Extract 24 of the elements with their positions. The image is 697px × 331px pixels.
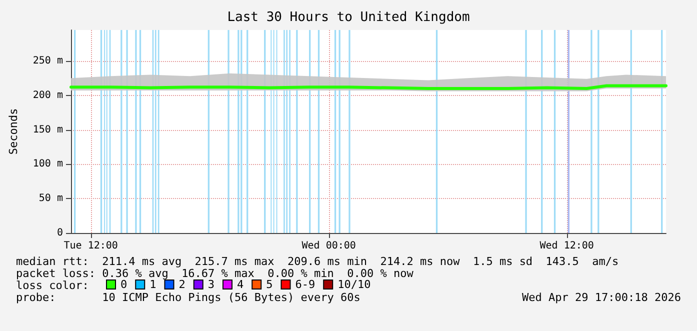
text: probe: 10 ICMP Echo Pings (56 Bytes) every 60s: [16, 291, 360, 304]
legend-label: 2: [178, 278, 186, 291]
legend-label: 3: [208, 278, 214, 291]
y-tick-label: 100 m: [32, 158, 63, 170]
y-tick-label: 150 m: [32, 124, 63, 136]
y-tick-label: 250 m: [32, 55, 63, 66]
x-tick-label: Wed 12:00: [540, 240, 594, 252]
y-tick-label: 0: [56, 228, 63, 238]
legend-label: 0: [120, 278, 128, 291]
legend-label: 4: [236, 278, 244, 291]
y-axis-title: Seconds: [7, 108, 20, 155]
x-tick-label: Tue 12:00: [64, 240, 118, 252]
legend-title: loss color:: [16, 279, 89, 292]
legend-label: 6-9: [295, 278, 316, 291]
legend-label: 5: [266, 278, 273, 291]
x-tick-label: Wed 00:00: [302, 240, 356, 252]
legend-label: 1: [150, 278, 156, 291]
text: Wed Apr 29 17:00:18 2026: [522, 291, 682, 304]
text: packet loss: 0.36 % avg 16.67 % max 0.00 % min 0.00 % now: [16, 267, 414, 280]
text: median rtt: 211.4 ms avg 215.7 ms max 209.6 ms min 214.2 ms now 1.5 ms sd 143.5 am/s: [16, 255, 619, 268]
y-tick-label: 200 m: [32, 90, 63, 101]
chart-title: Last 30 Hours to United Kingdom: [227, 10, 470, 25]
legend-label: 10/10: [338, 278, 371, 291]
y-tick-label: 50 m: [38, 193, 63, 204]
